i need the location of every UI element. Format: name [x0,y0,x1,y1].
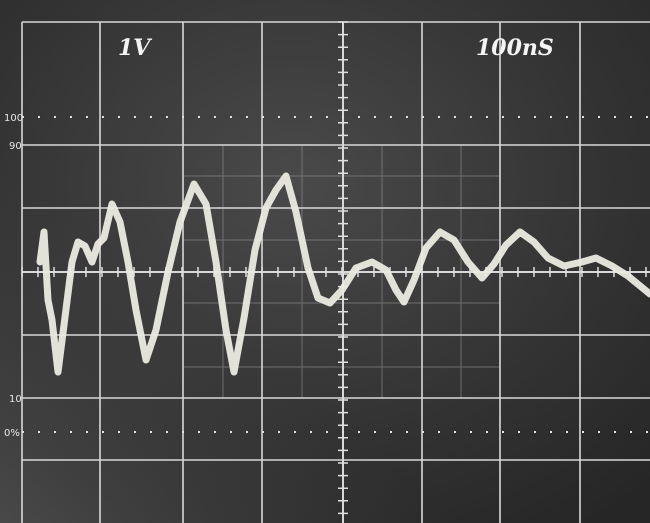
minor-ticks [21,21,647,515]
volts-per-div: 1V [118,35,152,61]
scale-label: 10 [9,394,22,405]
waveform-trace [36,172,650,376]
scale-label: 100 [4,113,23,124]
time-per-div: 100nS [476,35,554,61]
center-ticks [21,21,647,515]
scale-label: 0% [4,428,20,439]
scale-label: 90 [9,141,22,152]
